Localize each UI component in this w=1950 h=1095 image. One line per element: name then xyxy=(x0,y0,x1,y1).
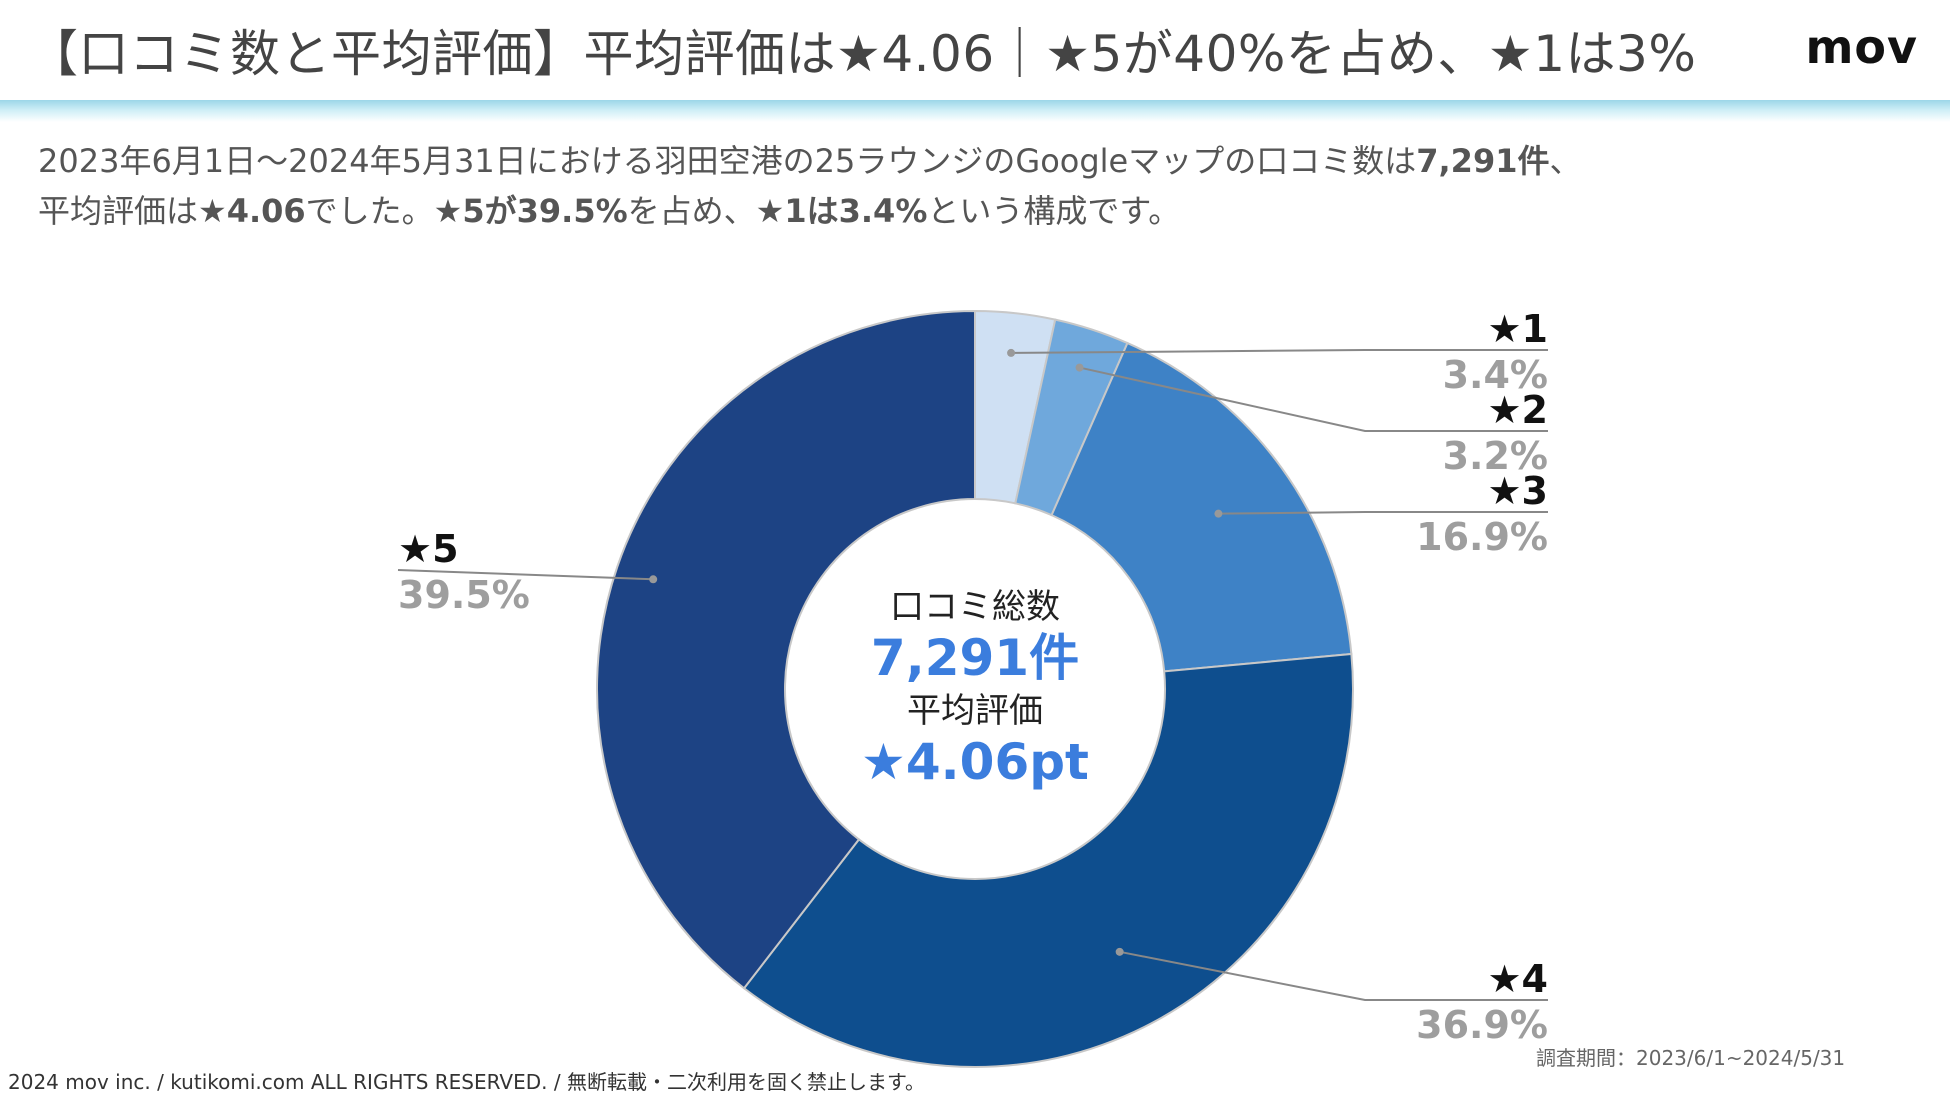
leader-dot-4 xyxy=(1115,947,1124,956)
category-label-3: ★3 xyxy=(1487,469,1548,513)
donut-slice-3 xyxy=(1050,341,1353,673)
summary-star1-share: ★1は3.4% xyxy=(755,192,928,230)
summary-line-1: 2023年6月1日〜2024年5月31日における羽田空港の25ラウンジのGoog… xyxy=(38,136,1582,186)
leader-dot-3 xyxy=(1214,509,1223,518)
center-label-average: 平均評価 xyxy=(907,691,1043,731)
summary-review-count: 7,291件 xyxy=(1416,142,1550,180)
category-label-5: ★5 xyxy=(398,527,459,571)
summary-text-part: でした。 xyxy=(305,192,434,230)
leader-dot-1 xyxy=(1007,348,1016,357)
center-value-average: ★4.06pt xyxy=(861,733,1089,791)
chart-center: 口コミ総数 7,291件 平均評価 ★4.06pt xyxy=(861,587,1089,791)
donut-slice-5 xyxy=(596,309,976,990)
value-label-5: 39.5% xyxy=(398,573,530,617)
leader-line-3 xyxy=(1218,511,1548,515)
value-label-2: 3.2% xyxy=(1443,434,1548,478)
summary-star5-share: ★5が39.5% xyxy=(433,192,628,230)
chart-leader-lines xyxy=(397,348,1548,1001)
donut-slice-4 xyxy=(742,652,1354,1068)
category-label-4: ★4 xyxy=(1487,957,1548,1001)
summary-text: 2023年6月1日〜2024年5月31日における羽田空港の25ラウンジのGoog… xyxy=(38,136,1582,236)
summary-text-part: 2023年6月1日〜2024年5月31日における羽田空港の25ラウンジのGoog… xyxy=(38,142,1417,180)
copyright-footer: 2024 mov inc. / kutikomi.com ALL RIGHTS … xyxy=(8,1070,925,1094)
leader-dot-5 xyxy=(649,575,658,584)
survey-period: 調査期間：2023/6/1~2024/5/31 xyxy=(1536,1046,1846,1070)
summary-text-part: という構成です。 xyxy=(927,192,1181,230)
value-label-3: 16.9% xyxy=(1416,515,1548,559)
value-label-1: 3.4% xyxy=(1443,353,1548,397)
chart-labels: ★13.4%★23.2%★316.9% ★436.9% ★539.5% xyxy=(398,307,1548,1047)
summary-text-part: 、 xyxy=(1549,142,1582,180)
mov-logo: mov xyxy=(1805,20,1918,74)
summary-line-2: 平均評価は★4.06でした。★5が39.5%を占め、★1は3.4%という構成です… xyxy=(38,186,1582,236)
chart-slices xyxy=(596,309,1354,1068)
value-label-4: 36.9% xyxy=(1416,1003,1548,1047)
leader-dot-2 xyxy=(1075,363,1084,372)
leader-line-1 xyxy=(1011,349,1548,354)
summary-average: ★4.06 xyxy=(198,192,306,230)
center-label-total: 口コミ総数 xyxy=(890,587,1060,627)
leader-line-2 xyxy=(1079,366,1548,432)
leader-line-5 xyxy=(397,569,654,581)
category-label-2: ★2 xyxy=(1487,388,1548,432)
center-value-total: 7,291件 xyxy=(871,629,1079,687)
header: 【口コミ数と平均評価】平均評価は★4.06｜★5が40%を占め、★1は3% mo… xyxy=(0,0,1950,100)
header-gradient-band xyxy=(0,100,1950,122)
category-label-1: ★1 xyxy=(1487,307,1548,351)
leader-line-4 xyxy=(1119,950,1548,1001)
summary-text-part: を占め、 xyxy=(627,192,756,230)
summary-text-part: 平均評価は xyxy=(38,192,199,230)
page-title: 【口コミ数と平均評価】平均評価は★4.06｜★5が40%を占め、★1は3% xyxy=(28,25,1697,83)
